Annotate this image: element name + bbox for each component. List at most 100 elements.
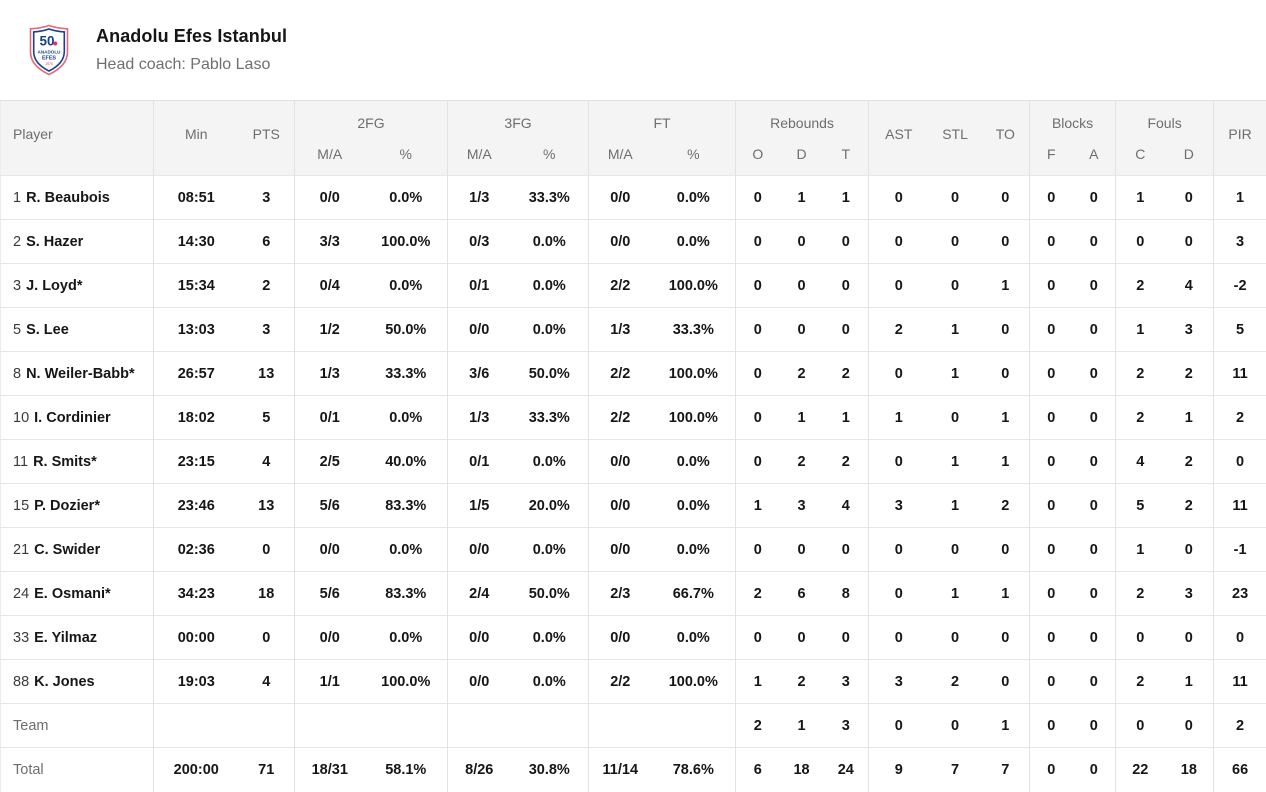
offensive-rebounds-cell: 6 (736, 748, 780, 792)
3fg-made-attempted-cell: 1/3 (448, 396, 511, 440)
turnovers-cell: 0 (982, 616, 1030, 660)
player-name: E. Osmani* (34, 586, 111, 602)
total-rebounds-cell: 3 (824, 660, 869, 704)
3fg-made-attempted-cell: 0/1 (448, 440, 511, 484)
player-number: 24 (13, 586, 29, 602)
2fg-made-attempted-cell: 3/3 (295, 220, 365, 264)
defensive-rebounds-cell: 18 (780, 748, 824, 792)
total-rebounds-cell: 0 (824, 616, 869, 660)
2fg-made-attempted-cell: 0/0 (295, 616, 365, 660)
2fg-percent-cell: 33.3% (365, 352, 448, 396)
steals-cell: 0 (929, 528, 982, 572)
3fg-made-attempted-cell (448, 704, 511, 748)
player-name: S. Lee (26, 322, 69, 338)
fouls-committed-cell: 1 (1116, 528, 1165, 572)
table-row: Team 2 1 3 0 0 1 0 0 0 0 2 (1, 704, 1266, 748)
defensive-rebounds-cell: 0 (780, 264, 824, 308)
2fg-percent-cell: 0.0% (365, 396, 448, 440)
ft-percent-cell: 0.0% (652, 220, 736, 264)
player-cell: 24 E. Osmani* (1, 572, 154, 616)
3fg-percent-cell: 0.0% (511, 440, 589, 484)
3fg-made-attempted-cell: 0/0 (448, 616, 511, 660)
turnovers-cell: 0 (982, 660, 1030, 704)
blocks-for-cell: 0 (1030, 484, 1073, 528)
2fg-percent-cell: 50.0% (365, 308, 448, 352)
min-cell: 26:57 (154, 352, 239, 396)
ft-made-attempted-cell: 2/2 (589, 660, 652, 704)
2fg-made-attempted-cell: 0/0 (295, 176, 365, 220)
2fg-made-attempted-cell (295, 704, 365, 748)
2fg-percent-cell: 83.3% (365, 572, 448, 616)
fouls-drawn-cell: 2 (1165, 352, 1214, 396)
col-header-player: Player (1, 101, 154, 176)
defensive-rebounds-cell: 6 (780, 572, 824, 616)
total-rebounds-cell: 24 (824, 748, 869, 792)
ft-made-attempted-cell: 1/3 (589, 308, 652, 352)
ft-percent-cell (652, 704, 736, 748)
pir-cell: 23 (1214, 572, 1266, 616)
group-header-rebounds: Rebounds (736, 101, 869, 139)
steals-cell: 1 (929, 484, 982, 528)
player-name: I. Cordinier (34, 410, 111, 426)
3fg-made-attempted-cell: 0/0 (448, 660, 511, 704)
assists-cell: 0 (869, 352, 929, 396)
2fg-made-attempted-cell: 5/6 (295, 572, 365, 616)
group-header-2fg: 2FG (295, 101, 448, 139)
col-header-ft-pct: % (652, 139, 736, 176)
blocks-against-cell: 0 (1073, 660, 1116, 704)
min-cell: 13:03 (154, 308, 239, 352)
3fg-percent-cell: 0.0% (511, 220, 589, 264)
2fg-made-attempted-cell: 0/0 (295, 528, 365, 572)
turnovers-cell: 1 (982, 396, 1030, 440)
ft-percent-cell: 0.0% (652, 176, 736, 220)
pir-cell: 66 (1214, 748, 1266, 792)
player-cell: Total (1, 748, 154, 792)
player-number: 5 (13, 322, 21, 338)
pts-cell: 6 (239, 220, 295, 264)
group-header-3fg: 3FG (448, 101, 589, 139)
3fg-made-attempted-cell: 2/4 (448, 572, 511, 616)
col-header-stl: STL (929, 101, 982, 176)
2fg-made-attempted-cell: 1/2 (295, 308, 365, 352)
pts-cell: 13 (239, 484, 295, 528)
assists-cell: 0 (869, 572, 929, 616)
blocks-for-cell: 0 (1030, 264, 1073, 308)
ft-made-attempted-cell: 0/0 (589, 484, 652, 528)
fouls-drawn-cell: 3 (1165, 308, 1214, 352)
ft-made-attempted-cell: 2/2 (589, 352, 652, 396)
ft-percent-cell: 0.0% (652, 616, 736, 660)
steals-cell: 0 (929, 264, 982, 308)
defensive-rebounds-cell: 2 (780, 660, 824, 704)
group-header-ft: FT (589, 101, 736, 139)
blocks-against-cell: 0 (1073, 352, 1116, 396)
pts-cell: 2 (239, 264, 295, 308)
blocks-for-cell: 0 (1030, 572, 1073, 616)
steals-cell: 0 (929, 616, 982, 660)
pts-cell: 5 (239, 396, 295, 440)
ft-made-attempted-cell: 2/2 (589, 396, 652, 440)
min-cell: 08:51 (154, 176, 239, 220)
col-header-foul-d: D (1165, 139, 1214, 176)
offensive-rebounds-cell: 2 (736, 572, 780, 616)
3fg-made-attempted-cell: 0/3 (448, 220, 511, 264)
defensive-rebounds-cell: 3 (780, 484, 824, 528)
offensive-rebounds-cell: 1 (736, 660, 780, 704)
3fg-made-attempted-cell: 3/6 (448, 352, 511, 396)
3fg-percent-cell: 0.0% (511, 660, 589, 704)
blocks-for-cell: 0 (1030, 220, 1073, 264)
player-name: S. Hazer (26, 234, 83, 250)
3fg-percent-cell: 50.0% (511, 572, 589, 616)
2fg-made-attempted-cell: 5/6 (295, 484, 365, 528)
offensive-rebounds-cell: 1 (736, 484, 780, 528)
ft-percent-cell: 66.7% (652, 572, 736, 616)
2fg-percent-cell: 0.0% (365, 616, 448, 660)
player-name: R. Beaubois (26, 190, 110, 206)
team-header: 50 ANADOLU EFES 1976 Anadolu Efes Istanb… (0, 0, 1266, 100)
